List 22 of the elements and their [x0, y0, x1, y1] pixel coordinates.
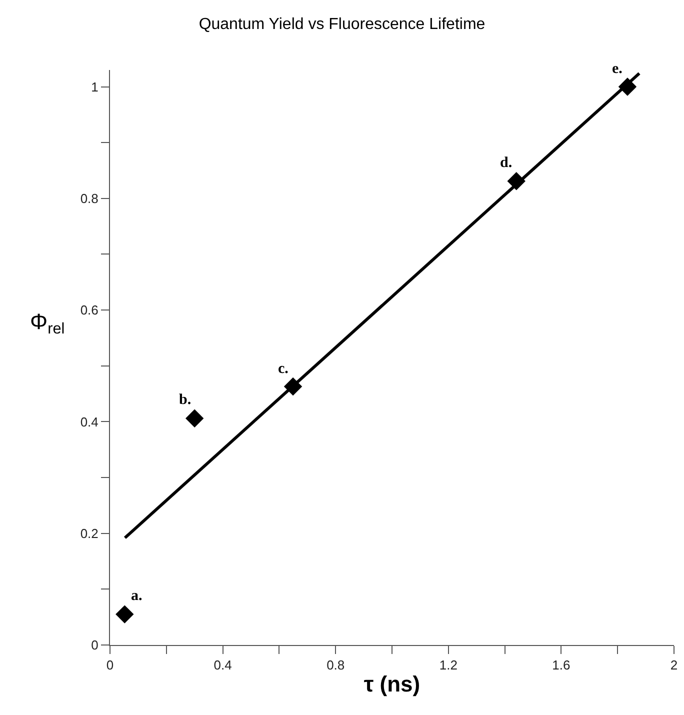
chart-title: Quantum Yield vs Fluorescence Lifetime [198, 16, 486, 34]
y-tick-label: 1 [91, 79, 98, 94]
y-tick-label: 0.6 [80, 302, 98, 318]
annotation: c. [278, 361, 289, 377]
y-tick-label: 0 [91, 638, 98, 653]
y-tick-label: 0.8 [80, 190, 98, 206]
annotation: e. [612, 61, 623, 77]
x-tick-label: 0.4 [214, 658, 232, 673]
y-tick-label: 0.2 [80, 526, 98, 541]
x-axis-title: τ (ns) [364, 672, 420, 696]
annotation: a. [131, 588, 142, 604]
x-tick-label: 1.2 [439, 658, 458, 673]
x-tick-label: 1.6 [552, 658, 570, 673]
annotation: d. [500, 155, 512, 171]
y-tick-label: 0.4 [80, 414, 98, 430]
x-tick-label: 0.8 [326, 658, 345, 673]
point [116, 605, 134, 624]
x-tick-label: 2 [670, 658, 678, 673]
y-axis-title: Φ$_{rel}$ [30, 309, 65, 338]
point [186, 409, 204, 428]
annotation: b. [179, 392, 192, 408]
x-tick-label: 0 [106, 658, 114, 673]
